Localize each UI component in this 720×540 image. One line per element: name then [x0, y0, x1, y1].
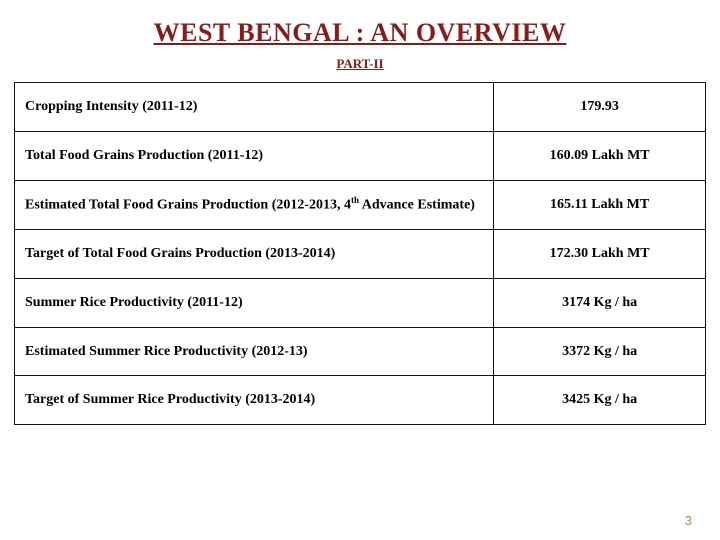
row-value: 172.30 Lakh MT — [494, 230, 706, 279]
row-value: 3174 Kg / ha — [494, 278, 706, 327]
row-value: 179.93 — [494, 83, 706, 132]
label-pre: Estimated Total Food Grains Production (… — [25, 197, 351, 212]
row-value: 3425 Kg / ha — [494, 376, 706, 425]
row-value: 3372 Kg / ha — [494, 327, 706, 376]
row-label: Target of Summer Rice Productivity (2013… — [15, 376, 494, 425]
row-label: Estimated Total Food Grains Production (… — [15, 180, 494, 229]
page-subtitle: PART-II — [0, 48, 720, 82]
page-number: 3 — [685, 513, 692, 528]
row-label: Estimated Summer Rice Productivity (2012… — [15, 327, 494, 376]
row-label: Cropping Intensity (2011-12) — [15, 83, 494, 132]
row-value: 160.09 Lakh MT — [494, 131, 706, 180]
table-row: Summer Rice Productivity (2011-12) 3174 … — [15, 278, 706, 327]
table-row: Cropping Intensity (2011-12) 179.93 — [15, 83, 706, 132]
table-row: Total Food Grains Production (2011-12) 1… — [15, 131, 706, 180]
row-label: Summer Rice Productivity (2011-12) — [15, 278, 494, 327]
label-sup: th — [351, 195, 359, 205]
table-row: Target of Summer Rice Productivity (2013… — [15, 376, 706, 425]
table-row: Estimated Summer Rice Productivity (2012… — [15, 327, 706, 376]
table-row: Target of Total Food Grains Production (… — [15, 230, 706, 279]
overview-table: Cropping Intensity (2011-12) 179.93 Tota… — [14, 82, 706, 425]
table-row: Estimated Total Food Grains Production (… — [15, 180, 706, 229]
label-post: Advance Estimate) — [359, 197, 475, 212]
row-label: Total Food Grains Production (2011-12) — [15, 131, 494, 180]
row-value: 165.11 Lakh MT — [494, 180, 706, 229]
page-title: WEST BENGAL : AN OVERVIEW — [0, 0, 720, 48]
row-label: Target of Total Food Grains Production (… — [15, 230, 494, 279]
